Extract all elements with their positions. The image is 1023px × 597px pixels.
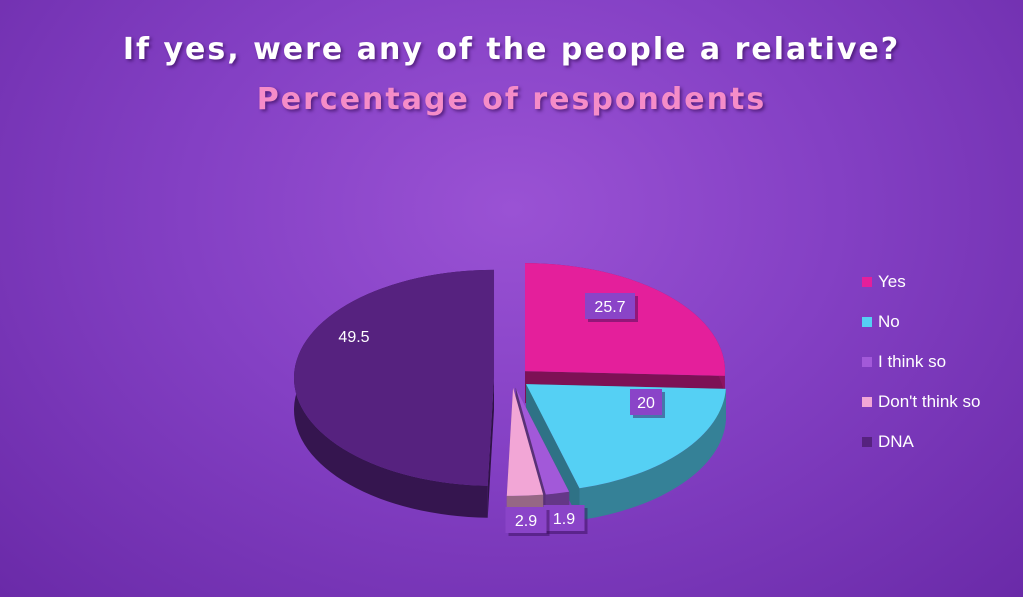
- data-label-i-think-so: 1.9: [543, 505, 588, 534]
- pie-slice-i-think-so-top: [515, 387, 570, 495]
- legend-label-i-think-so: I think so: [878, 352, 947, 371]
- pie-slice-yes-top: [525, 263, 726, 376]
- data-label-i-think-so-text: 1.9: [553, 511, 575, 528]
- data-label-i-think-so-box: [543, 505, 585, 531]
- legend-item-yes: Yes: [862, 262, 980, 302]
- data-label-don-t-think-so-text: 2.9: [515, 513, 537, 530]
- chart-legend: Yes No I think so Don't think so DNA: [862, 262, 980, 462]
- data-label-no: 20: [630, 389, 665, 418]
- data-label-dna-text: 49.5: [338, 329, 369, 346]
- data-label-no-text: 20: [637, 395, 655, 412]
- pie-slice-dna-wall-0: [487, 377, 495, 518]
- legend-swatch-dont-think-so: [862, 397, 872, 407]
- pie-slice-no-top: [526, 384, 726, 489]
- data-label-dna: 49.5: [338, 329, 369, 346]
- data-label-yes-text: 25.7: [594, 299, 625, 316]
- legend-swatch-yes: [862, 277, 872, 287]
- legend-swatch-i-think-so: [862, 357, 872, 367]
- legend-label-dont-think-so: Don't think so: [878, 392, 981, 411]
- legend-label-dna: DNA: [878, 432, 914, 451]
- data-label-don-t-think-so: 2.9: [505, 507, 550, 536]
- legend-label-yes: Yes: [878, 272, 906, 291]
- legend-item-i-think-so: I think so: [862, 342, 980, 382]
- pie-slice-no: [526, 384, 726, 521]
- chart-title: If yes, were any of the people a relativ…: [122, 32, 901, 67]
- legend-swatch-no: [862, 317, 872, 327]
- data-label-yes-box: [585, 293, 635, 319]
- pie-slice-no-edge: [579, 388, 726, 521]
- pie-slice-don-t-think-so-top: [506, 387, 544, 496]
- data-label-don-t-think-so-box: [505, 507, 547, 533]
- data-label-yes: 25.7: [585, 293, 638, 322]
- data-label-no-box: [630, 389, 662, 415]
- pie-slice-dna: [293, 269, 495, 518]
- chart-subtitle: Percentage of respondents: [256, 82, 767, 117]
- legend-label-no: No: [878, 312, 900, 331]
- legend-item-dna: DNA: [862, 422, 980, 462]
- legend-item-dont-think-so: Don't think so: [862, 382, 980, 422]
- legend-item-no: No: [862, 302, 980, 342]
- pie-slice-dna-top: [293, 269, 495, 486]
- legend-swatch-dna: [862, 437, 872, 447]
